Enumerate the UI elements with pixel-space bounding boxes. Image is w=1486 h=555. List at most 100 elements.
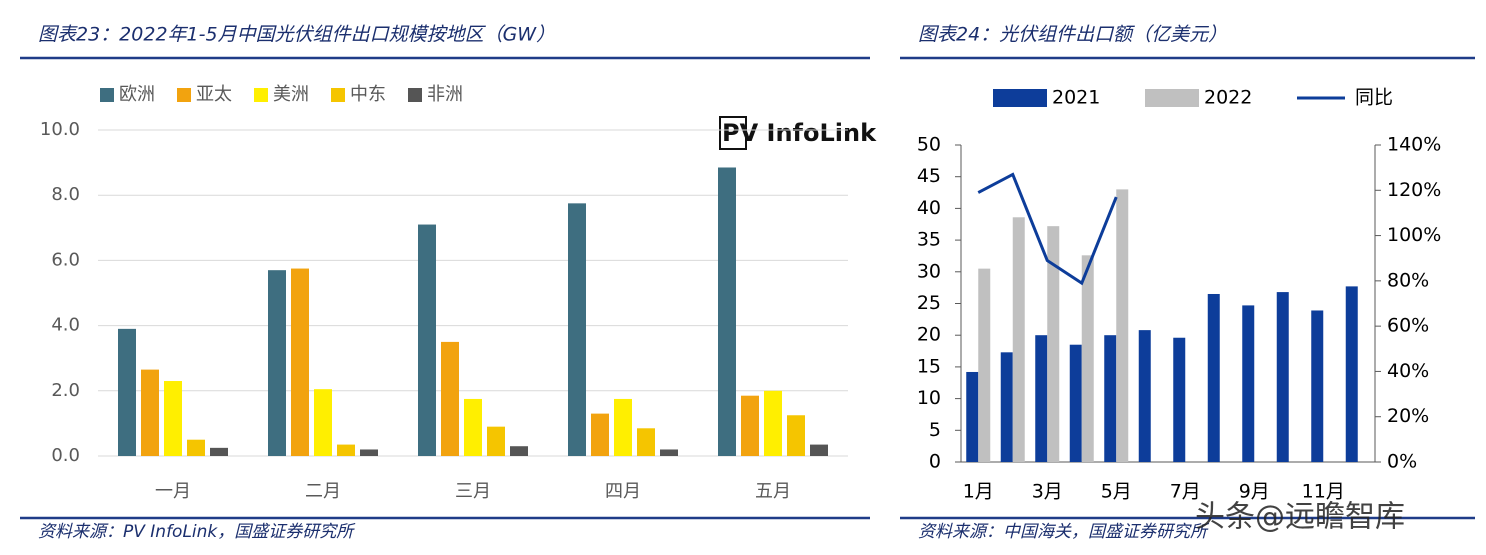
- bar: [1311, 310, 1324, 462]
- y-tick-label: 10: [917, 387, 941, 409]
- legend-swatch: [331, 88, 345, 102]
- bar: [718, 167, 736, 457]
- y-tick-label: 0: [929, 451, 941, 473]
- x-tick-label: 四月: [605, 481, 641, 502]
- y2-tick-label: 120%: [1387, 179, 1441, 201]
- watermark: 头条@远瞻智库: [1195, 500, 1405, 535]
- bar: [591, 413, 609, 456]
- y2-tick-label: 60%: [1387, 315, 1429, 337]
- bar: [787, 415, 805, 456]
- bar: [1012, 217, 1025, 462]
- bar: [637, 428, 655, 456]
- logo: PV InfoLink: [722, 119, 877, 147]
- y-tick-label: 20: [917, 324, 941, 346]
- y-tick-label: 5: [929, 419, 941, 441]
- bar: [118, 328, 136, 456]
- y-tick-label: 15: [917, 355, 941, 377]
- bar: [1000, 352, 1013, 462]
- x-tick-label: 7月: [1170, 481, 1201, 503]
- legend-label: 亚太: [196, 84, 232, 105]
- bar: [764, 390, 782, 456]
- x-tick-label: 11月: [1302, 481, 1345, 503]
- legend-label: 欧洲: [119, 84, 155, 105]
- bar: [810, 444, 828, 456]
- bar: [141, 369, 159, 456]
- y-tick-label: 8.0: [51, 184, 80, 205]
- bar: [418, 224, 436, 456]
- legend-label: 2022: [1204, 87, 1252, 109]
- bar: [1047, 226, 1060, 462]
- x-tick-label: 一月: [155, 481, 191, 502]
- bar: [741, 395, 759, 456]
- bar: [1207, 293, 1220, 462]
- bar: [510, 446, 528, 456]
- bar: [966, 371, 979, 462]
- y2-tick-label: 100%: [1387, 224, 1441, 246]
- y2-tick-label: 80%: [1387, 269, 1429, 291]
- bar: [1242, 305, 1255, 462]
- bar: [360, 449, 378, 456]
- bar: [568, 203, 586, 456]
- y-tick-label: 10.0: [40, 119, 80, 140]
- y-tick-label: 6.0: [51, 249, 80, 270]
- bar: [1138, 330, 1151, 462]
- legend-swatch: [1145, 89, 1199, 107]
- y2-tick-label: 0%: [1387, 451, 1417, 473]
- bar: [164, 381, 182, 456]
- bar: [1104, 335, 1117, 462]
- y-tick-label: 40: [917, 197, 941, 219]
- y-tick-label: 4.0: [51, 315, 80, 336]
- bar: [337, 444, 355, 456]
- bar: [314, 389, 332, 456]
- bar: [210, 447, 228, 456]
- legend-label: 美洲: [273, 84, 309, 105]
- bar: [441, 341, 459, 456]
- bar: [1081, 255, 1094, 462]
- bar: [1116, 189, 1129, 462]
- bar: [464, 398, 482, 456]
- bar: [660, 449, 678, 456]
- y2-tick-label: 40%: [1387, 360, 1429, 382]
- source: 资料来源：中国海关，国盛证券研究所: [918, 522, 1210, 542]
- chart-title: 图表24：光伏组件出口额（亿美元）: [918, 24, 1227, 46]
- legend-label: 2021: [1052, 87, 1100, 109]
- bar: [268, 270, 286, 456]
- bar: [1069, 344, 1082, 462]
- x-tick-label: 1月: [963, 481, 994, 503]
- y-tick-label: 35: [917, 229, 941, 251]
- legend-swatch: [993, 89, 1047, 107]
- bar: [291, 268, 309, 456]
- x-tick-label: 5月: [1101, 481, 1132, 503]
- bar: [1173, 337, 1186, 462]
- x-tick-label: 3月: [1032, 481, 1063, 503]
- x-tick-label: 二月: [305, 481, 341, 502]
- source: 资料来源：PV InfoLink，国盛证券研究所: [38, 522, 356, 542]
- legend-swatch: [254, 88, 268, 102]
- y-tick-label: 2.0: [51, 380, 80, 401]
- bar: [1276, 292, 1289, 462]
- bar: [1345, 286, 1358, 462]
- y2-tick-label: 20%: [1387, 405, 1429, 427]
- bar: [187, 439, 205, 456]
- x-tick-label: 9月: [1239, 481, 1270, 503]
- logo-box: [719, 116, 747, 150]
- line: [977, 172, 1118, 286]
- legend-swatch: [408, 88, 422, 102]
- legend-label: 中东: [350, 84, 386, 105]
- bar: [1035, 335, 1048, 462]
- y-tick-label: 30: [917, 260, 941, 282]
- y-tick-label: 50: [917, 134, 941, 156]
- y-tick-label: 25: [917, 292, 941, 314]
- legend-label: 同比: [1355, 87, 1393, 109]
- bar: [978, 268, 991, 462]
- legend-swatch: [177, 88, 191, 102]
- y-tick-label: 0.0: [51, 445, 80, 466]
- chart-title: 图表23：2022年1-5月中国光伏组件出口规模按地区（GW）: [38, 24, 555, 46]
- legend-swatch: [100, 88, 114, 102]
- y2-tick-label: 140%: [1387, 134, 1441, 156]
- y-tick-label: 45: [917, 165, 941, 187]
- bar: [614, 398, 632, 456]
- bar: [487, 426, 505, 456]
- x-tick-label: 三月: [455, 481, 491, 502]
